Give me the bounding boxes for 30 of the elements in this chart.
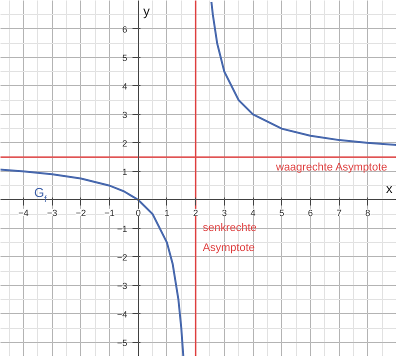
x-tick-label: 5 (279, 208, 284, 218)
x-tick-label: −3 (47, 208, 58, 218)
y-tick-label: 1 (122, 166, 128, 177)
y-tick-label: 3 (122, 110, 128, 120)
line-series (0, 168, 184, 356)
x-tick-label: 0 (136, 208, 141, 218)
y-tick-label: −2 (116, 252, 128, 262)
y-tick-label: 6 (122, 24, 128, 34)
x-tick-label: 2 (193, 208, 198, 218)
y-tick-label: 2 (122, 138, 128, 148)
x-tick-label: −1 (104, 208, 115, 218)
y-axis-title: y (143, 4, 150, 18)
ref-line-label: waagrechte Asymptote (275, 161, 388, 174)
x-tick-label: 1 (164, 208, 170, 218)
ref-line-label: senkrechte Asymptote (202, 222, 257, 254)
x-tick-label: −2 (76, 208, 86, 218)
x-tick-label: 6 (308, 208, 313, 218)
y-tick-label: 5 (122, 52, 128, 63)
y-tick-label: 4 (122, 81, 128, 92)
x-tick-label: 4 (250, 208, 256, 218)
y-tick-label: −3 (116, 280, 128, 291)
x-tick-label: 8 (365, 208, 370, 218)
y-tick-label: −5 (116, 338, 128, 348)
x-tick-label: −4 (18, 208, 29, 218)
y-tick-label: −1 (116, 224, 128, 234)
x-tick-label: 3 (222, 208, 227, 218)
line-series (210, 0, 396, 146)
x-tick-label: 7 (336, 208, 342, 218)
x-axis-title: x (386, 180, 393, 196)
y-tick-label: −4 (116, 309, 128, 320)
